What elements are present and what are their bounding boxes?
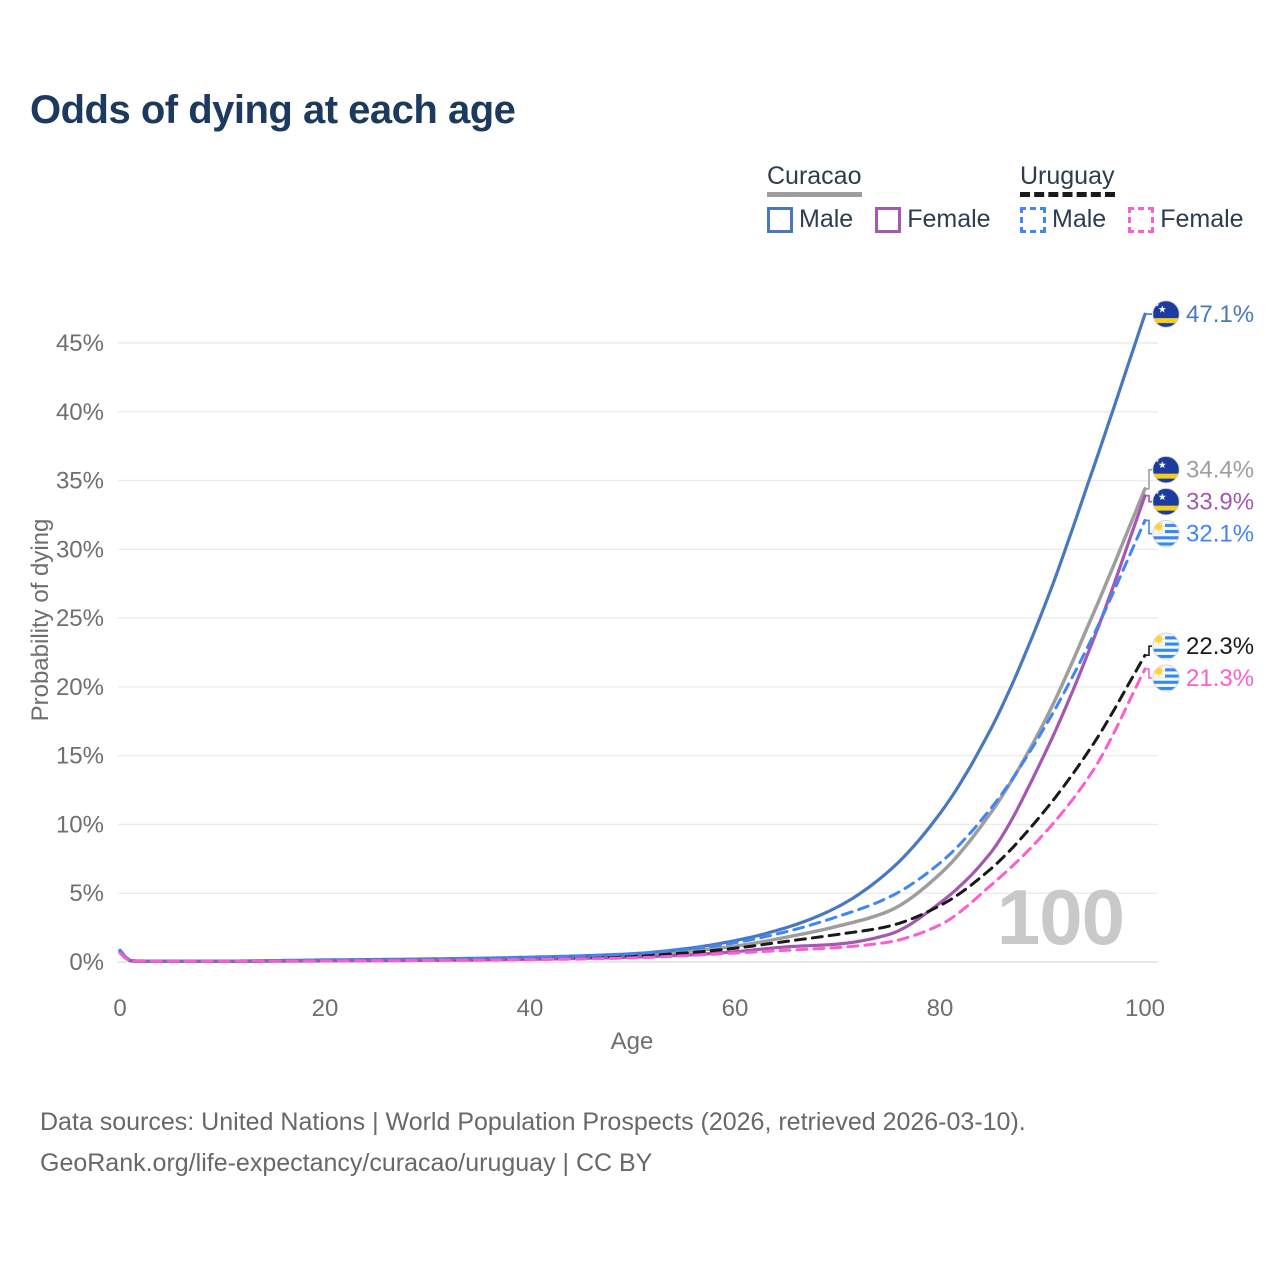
x-tick-label: 40 — [517, 995, 544, 1022]
y-tick-label: 30% — [56, 536, 104, 563]
end-label-layer: 47.1% 34.4% 33.9% 32.1% 22.3% 21.3% — [1145, 300, 1254, 692]
curacao-flag-icon — [1152, 488, 1180, 516]
legend-item-uruguay-male[interactable]: Male — [1020, 205, 1106, 234]
end-value-label-curacao: 34.4% — [1186, 457, 1254, 484]
label-leader-line — [1145, 645, 1152, 657]
end-value-label-curacao-female: 33.9% — [1186, 489, 1254, 516]
uruguay-male-swatch-icon — [1020, 206, 1046, 233]
footer: Data sources: United Nations | World Pop… — [40, 1102, 1026, 1184]
age-watermark: 100 — [997, 873, 1124, 961]
y-tick-label: 20% — [56, 674, 104, 701]
series-line-uruguay-male — [118, 518, 1147, 963]
end-value-label-uruguay-female: 21.3% — [1186, 665, 1254, 692]
label-leader-line — [1145, 468, 1152, 490]
series-layer — [118, 312, 1147, 964]
legend-item-label: Female — [907, 205, 991, 233]
watermark-layer: 100 — [997, 873, 1125, 961]
label-leader-line — [1145, 494, 1152, 503]
x-tick-label: 60 — [722, 995, 749, 1022]
end-value-label-uruguay-male: 32.1% — [1186, 521, 1254, 548]
uruguay-female-swatch-icon — [1128, 206, 1155, 233]
uruguay-flag-icon — [1152, 632, 1180, 660]
uruguay-flag-icon — [1152, 664, 1180, 692]
y-tick-label: 25% — [56, 605, 104, 632]
y-tick-label: 35% — [56, 468, 104, 495]
curacao-male-swatch-icon — [767, 206, 793, 233]
gridlines — [118, 342, 1158, 963]
legend-item-label: Female — [1160, 205, 1244, 233]
x-tick-label: 0 — [113, 995, 126, 1022]
curacao-female-swatch-icon — [875, 206, 902, 233]
y-axis-title: Probability of dying — [27, 519, 54, 722]
y-tick-label: 5% — [69, 880, 104, 907]
legend-header-curacao: Curacao — [767, 162, 862, 197]
legend-header-uruguay: Uruguay — [1020, 162, 1115, 197]
legend-items-uruguay: Male Female — [1020, 205, 1244, 234]
curacao-flag-icon — [1152, 300, 1180, 328]
y-tick-label: 45% — [56, 330, 104, 357]
y-tick-label: 0% — [69, 949, 104, 976]
end-value-label-uruguay: 22.3% — [1186, 633, 1254, 660]
legend-item-label: Male — [799, 205, 854, 233]
uruguay-flag-icon — [1152, 520, 1180, 548]
footer-attribution-line: GeoRank.org/life-expectancy/curacao/urug… — [40, 1149, 653, 1177]
legend-item-uruguay-female[interactable]: Female — [1128, 205, 1244, 234]
series-line-uruguay-female — [118, 667, 1147, 963]
legend-item-curacao-female[interactable]: Female — [875, 205, 991, 234]
end-value-label-curacao-male: 47.1% — [1186, 301, 1254, 328]
x-axis-title: Age — [611, 1028, 654, 1055]
label-leader-line — [1145, 668, 1152, 679]
y-tick-label: 15% — [56, 743, 104, 770]
legend-items-curacao: Male Female — [767, 205, 991, 234]
legend-group-uruguay: Uruguay Male Female — [1020, 162, 1244, 234]
page-title: Odds of dying at each age — [30, 88, 516, 132]
x-tick-label: 80 — [927, 995, 954, 1022]
legend-group-curacao: Curacao Male Female — [767, 162, 991, 234]
x-tick-label: 100 — [1125, 995, 1165, 1022]
legend-item-curacao-male[interactable]: Male — [767, 205, 853, 234]
footer-sources-line: Data sources: United Nations | World Pop… — [40, 1108, 1026, 1136]
axis-layer: 0% 5% 10% 15% 20% 25% 30% 35% 40% 45% 0 20 40 60 80 100… — [27, 330, 1165, 1055]
legend-item-label: Male — [1052, 205, 1107, 233]
label-leader-line — [1145, 519, 1152, 535]
y-tick-label: 10% — [56, 811, 104, 838]
y-tick-label: 40% — [56, 399, 104, 426]
curacao-flag-icon — [1152, 456, 1180, 484]
x-tick-label: 20 — [312, 995, 339, 1022]
